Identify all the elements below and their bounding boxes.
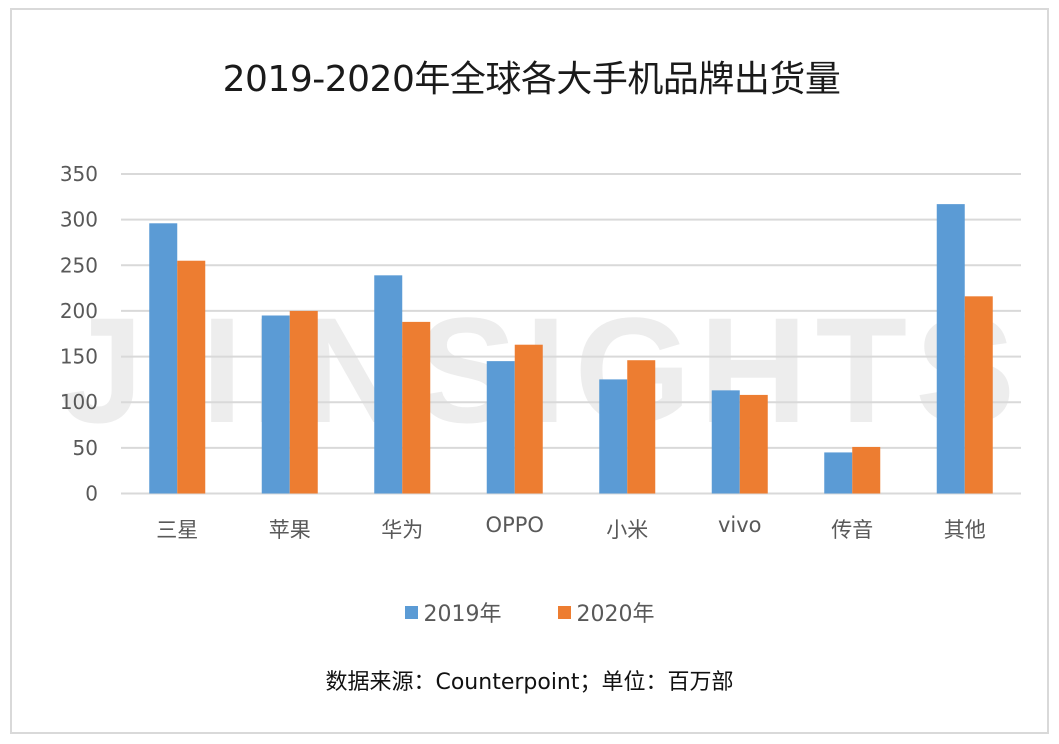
bar-2020年: [177, 260, 206, 494]
bar-2019年: [374, 275, 403, 494]
legend-label-2019: 2019年: [423, 602, 502, 627]
bar-2019年: [824, 452, 853, 494]
y-tick-label: 200: [60, 299, 98, 323]
bar-2019年: [486, 361, 515, 494]
bar-2020年: [289, 310, 318, 494]
x-tick-label: 小米: [606, 518, 648, 542]
bar-2020年: [402, 321, 431, 494]
y-tick-label: 300: [60, 208, 98, 232]
y-tick-label: 100: [60, 390, 98, 414]
y-tick-label: 150: [60, 345, 98, 369]
y-tick-label: 0: [85, 482, 98, 506]
bar-2019年: [599, 379, 628, 494]
y-tick-label: 50: [73, 436, 98, 460]
bar-2020年: [627, 360, 656, 494]
bar-2019年: [261, 315, 290, 494]
legend: 2019年 2020年: [0, 596, 1059, 628]
y-tick-label: 350: [60, 162, 98, 186]
bar-2019年: [936, 204, 965, 494]
y-tick-label: 250: [60, 253, 98, 277]
source-note: 数据来源：Counterpoint；单位：百万部: [325, 670, 734, 695]
x-tick-label: 三星: [156, 518, 198, 542]
bar-2019年: [711, 390, 740, 494]
legend-item-2020: 2020年: [557, 596, 655, 628]
x-tick-label: 传音: [831, 518, 873, 542]
legend-item-2019: 2019年: [404, 596, 502, 628]
chart-title: 2019-2020年全球各大手机品牌出货量: [222, 59, 841, 100]
x-tick-label: 其他: [944, 518, 986, 542]
bar-2020年: [514, 344, 543, 494]
bar-2020年: [964, 296, 993, 494]
bar-2020年: [739, 394, 768, 494]
bar-2019年: [149, 223, 178, 494]
x-tick-label: vivo: [718, 513, 762, 537]
legend-swatch-2019: [404, 605, 418, 619]
x-tick-label: 华为: [381, 518, 423, 542]
x-tick-label: OPPO: [486, 513, 544, 537]
legend-label-2020: 2020年: [576, 602, 655, 627]
bar-2020年: [852, 446, 881, 494]
legend-swatch-2020: [557, 605, 571, 619]
x-tick-label: 苹果: [269, 518, 311, 542]
